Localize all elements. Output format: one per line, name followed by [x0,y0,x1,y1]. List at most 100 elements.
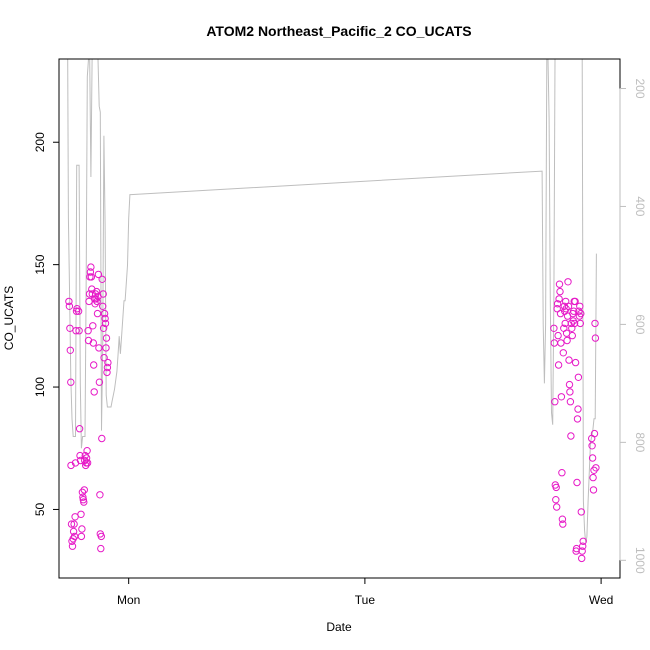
data-point [557,393,566,401]
y-tick-label: 150 [33,254,47,274]
x-tick-label: Tue [355,593,376,607]
data-point [102,344,110,352]
data-point [567,432,575,440]
data-point [573,478,581,487]
data-point [566,388,574,396]
data-point [75,425,84,433]
data-point [95,378,104,386]
data-point [576,319,584,328]
data-point [588,454,597,462]
data-point [89,322,97,330]
data-point [99,302,107,310]
x-axis: Mon Tue Wed [117,577,613,607]
data-point [559,349,567,357]
data-point [557,339,565,347]
data-point [70,520,78,528]
data-point [555,280,564,288]
data-point [78,525,86,533]
chart-title: ATOM2 Northeast_Pacific_2 CO_UCATS [206,23,471,39]
data-point [65,302,74,310]
x-tick-label: Wed [589,593,613,607]
data-point [550,339,558,347]
data-point [103,368,111,377]
points-layer [65,263,600,563]
y2-tick-label: 200 [633,78,647,98]
data-point [89,339,98,347]
y-axis-label: CO_UCATS [2,286,16,350]
data-point [590,429,599,438]
data-point [553,305,561,313]
data-point [552,496,560,504]
data-point [565,356,573,364]
data-point [574,373,583,381]
data-point [91,300,99,308]
data-point [103,363,112,372]
altitude-line [67,59,597,543]
data-point [65,297,73,306]
data-point [100,309,109,318]
data-point [77,532,86,541]
data-point [571,297,579,306]
y2-tick-label: 1000 [633,547,647,574]
x-axis-label: Date [326,620,352,634]
data-point [67,520,76,528]
data-point [555,295,563,303]
data-point [577,508,585,516]
y-tick-label: 100 [33,377,47,397]
data-point [95,344,103,352]
data-point [93,309,102,318]
data-point [591,319,599,328]
data-point [99,290,107,298]
data-point [87,263,95,271]
data-point [571,358,580,367]
x-tick-label: Mon [117,593,140,607]
data-point [554,361,563,369]
data-point [77,510,85,518]
data-point [72,327,80,335]
data-point [579,537,587,545]
data-point [75,327,83,335]
data-point [553,300,562,308]
data-point [558,469,566,477]
data-point [104,358,112,367]
data-point [563,336,571,345]
data-point [592,464,600,472]
data-point [98,434,106,443]
data-point [568,331,576,340]
y2-tick-label: 400 [633,196,647,216]
data-point [589,486,598,494]
data-point [578,554,586,563]
data-point [558,515,567,523]
data-point [553,503,561,511]
data-point [101,314,109,323]
data-point [80,486,89,494]
data-point [86,268,95,276]
data-point [90,388,98,396]
data-point [74,307,83,315]
data-point [78,488,87,496]
data-point [570,319,579,328]
data-point [83,459,92,467]
data-point [550,324,558,332]
data-point [97,544,105,553]
data-point [66,324,74,332]
data-point [576,302,584,310]
altitude-line-layer [67,59,597,543]
data-point [76,451,84,460]
data-point [564,278,572,286]
data-point [559,520,567,528]
data-point [100,354,108,362]
data-point [574,405,582,413]
y2-tick-label: 800 [633,432,647,452]
data-point [94,270,103,279]
data-point [575,307,583,315]
data-point [566,398,575,406]
y-tick-label: 200 [33,132,47,152]
data-point [67,378,75,386]
data-point [578,547,586,555]
data-point [577,309,585,318]
data-point [68,542,77,550]
data-point [565,380,574,389]
data-point [69,527,78,536]
